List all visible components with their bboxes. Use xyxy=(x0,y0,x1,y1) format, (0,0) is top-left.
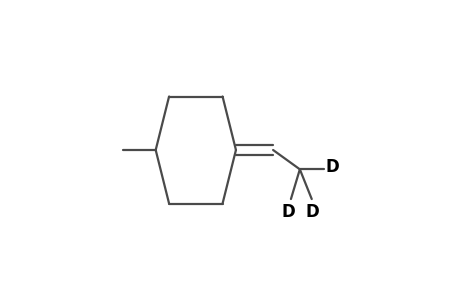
Text: D: D xyxy=(281,203,295,221)
Text: D: D xyxy=(325,158,339,176)
Text: D: D xyxy=(305,203,319,221)
